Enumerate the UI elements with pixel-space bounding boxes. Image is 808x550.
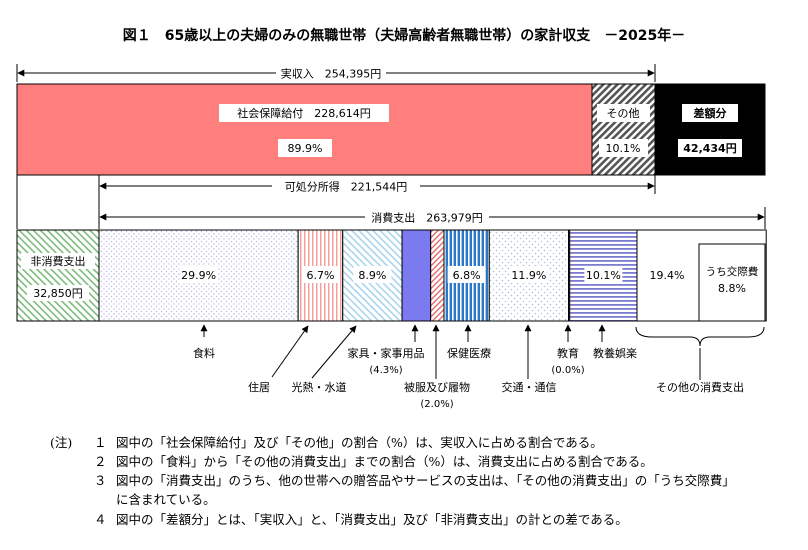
- segment-percent-label: 11.9%: [511, 269, 546, 282]
- note-number: ２: [94, 454, 107, 469]
- label-education-percent: (0.0%): [551, 365, 584, 376]
- note-number: １: [94, 435, 107, 450]
- segment-percent-label: 8.9%: [358, 269, 386, 282]
- non-consumption-value: 32,850円: [33, 287, 83, 300]
- segment-label-bg: [584, 266, 623, 283]
- note-text: 図中の「社会保障給付」及び「その他」の割合（%）は、実収入に占める割合である。: [116, 435, 603, 450]
- bar-difference: [654, 83, 766, 176]
- segment-percent-label: 19.4%: [650, 269, 685, 282]
- label-food: 食料: [193, 346, 215, 360]
- segment-label-bg: [447, 266, 486, 283]
- label-utilities: 光熱・水道: [292, 380, 347, 394]
- income-total-label: 実収入 254,395円: [281, 67, 382, 81]
- bar-segment-3: [401, 229, 432, 322]
- segment-label-bg: [301, 266, 340, 283]
- segment-percent-label: 29.9%: [181, 269, 216, 282]
- bar-segment-4: [430, 229, 445, 322]
- other-income-label: その他: [607, 107, 640, 120]
- label-furniture: 家具・家事用品: [348, 346, 425, 360]
- segment-label-bg: [353, 266, 392, 283]
- bar-non-consumption: [16, 229, 100, 322]
- category-callouts: 食料 住居 光熱・水道 家具・家事用品 (4.3%) 被服及び履物 (2.0%)…: [193, 324, 765, 410]
- segment-percent-label: 6.7%: [306, 269, 334, 282]
- other-income-percent: 10.1%: [606, 142, 641, 155]
- chart-title: 図１ 65歳以上の夫婦のみの無職世帯（夫婦高齢者無職世帯）の家計収支 －2025…: [123, 27, 685, 44]
- social-security-label: 社会保障給付 228,614円: [237, 106, 371, 120]
- label-other-consumption: その他の消費支出: [656, 380, 744, 394]
- note-text: 図中の「消費支出」のうち、他の世帯への贈答品やサービスの支出は、「その他の消費支…: [116, 473, 735, 488]
- segment-percent-label: 6.8%: [453, 269, 481, 282]
- label-recreation: 教養娯楽: [593, 346, 637, 360]
- segment-label-bg: [647, 266, 686, 283]
- note-text: 図中の「食料」から「その他の消費支出」までの割合（%）は、消費支出に占める割合で…: [116, 454, 653, 469]
- label-clothing: 被服及び履物: [404, 380, 470, 394]
- label-education: 教育: [557, 346, 579, 360]
- segment-label-bg: [179, 266, 218, 283]
- note-number: ４: [94, 512, 107, 527]
- consumption-total-label: 消費支出 263,979円: [371, 211, 483, 225]
- label-medical: 保健医療: [447, 346, 491, 360]
- entertainment-expenses-percent: 8.8%: [718, 282, 746, 295]
- entertainment-expenses-label: うち交際費: [706, 265, 759, 278]
- difference-value: 42,434円: [683, 142, 736, 155]
- label-transport: 交通・通信: [502, 380, 557, 394]
- notes-label: (注): [50, 435, 73, 450]
- label-housing: 住居: [248, 380, 270, 394]
- note-text: 図中の「差額分」とは、「実収入」と、「消費支出」及び「非消費支出」の計との差であ…: [116, 512, 628, 527]
- disposable-income-label: 可処分所得 221,544円: [285, 181, 408, 194]
- notes-section: (注) １ 図中の「社会保障給付」及び「その他」の割合（%）は、実収入に占める割…: [0, 434, 808, 550]
- note-text: に含まれている。: [116, 492, 216, 507]
- bar-other-income: [591, 83, 656, 176]
- spending-labels: 29.9% 6.7% 8.9% 6.8% 11.9% 10.1% 19.4%: [179, 266, 686, 283]
- bar-social-security: [16, 83, 593, 176]
- bar-entertainment-expenses: [698, 243, 766, 322]
- label-clothing-percent: (2.0%): [420, 399, 453, 410]
- other-consumption-brace: [635, 326, 765, 347]
- note-number: ３: [94, 473, 107, 488]
- label-furniture-percent: (4.3%): [369, 365, 402, 376]
- segment-percent-label: 10.1%: [586, 269, 621, 282]
- segment-label-bg: [509, 266, 548, 283]
- non-consumption-label: 非消費支出: [31, 254, 86, 268]
- difference-label: 差額分: [694, 106, 727, 120]
- social-security-percent: 89.9%: [288, 142, 323, 155]
